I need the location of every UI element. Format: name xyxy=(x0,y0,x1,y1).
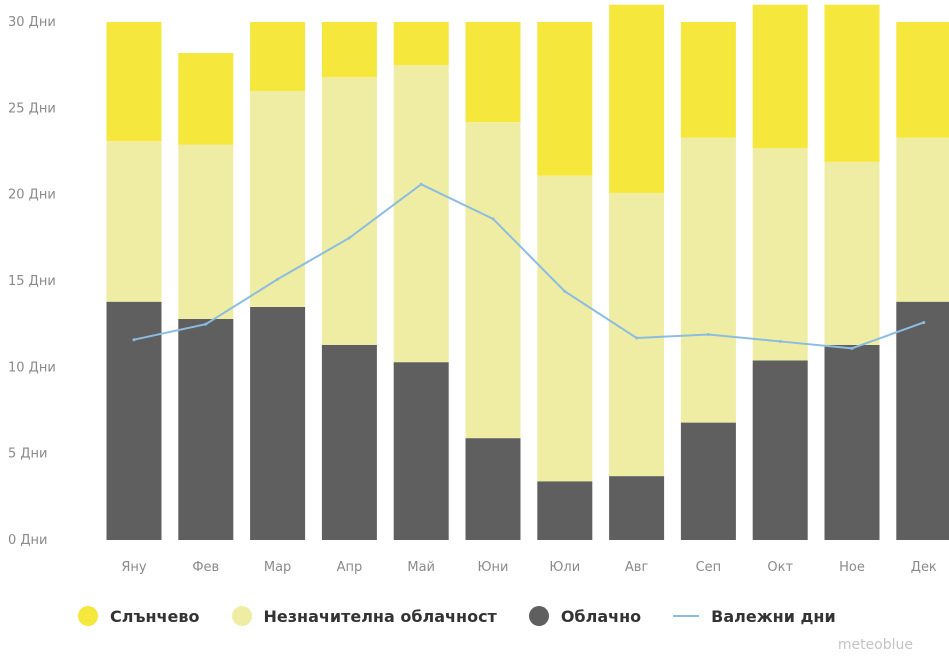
y-tick-label: 25 Дни xyxy=(8,101,56,116)
legend-swatch-precipitation-days xyxy=(673,615,700,617)
bar-segment-Незначителна-облачност-Дек xyxy=(896,137,949,302)
bar-segment-Слънчево-Юли xyxy=(537,22,593,176)
bar-segment-Незначителна-облачност-Апр xyxy=(321,77,377,345)
legend-item-partly-cloudy[interactable]: Незначителна облачност xyxy=(231,606,497,626)
bar-segment-Слънчево-Юни xyxy=(465,22,521,123)
legend-swatch-sunny xyxy=(78,606,98,626)
precipitation-point-Мар xyxy=(276,277,280,281)
precipitation-days-line xyxy=(133,183,925,350)
x-tick-label: Юли xyxy=(549,560,580,575)
x-tick-label: Авг xyxy=(625,560,649,575)
bar-segment-Облачно-Юли xyxy=(537,481,593,540)
bar-segment-Облачно-Окт xyxy=(752,360,808,540)
precipitation-point-Сеп xyxy=(706,333,710,337)
bar-segment-Незначителна-облачност-Май xyxy=(393,65,449,363)
precipitation-point-Окт xyxy=(778,339,782,343)
bar-segment-Незначителна-облачност-Фев xyxy=(178,144,234,319)
legend-label-precipitation-days: Валежни дни xyxy=(711,606,836,626)
x-tick-label: Ное xyxy=(839,560,865,575)
bar-segment-Незначителна-облачност-Мар xyxy=(250,91,306,307)
bar-segment-Слънчево-Фев xyxy=(178,53,234,145)
legend-swatch-partly-cloudy xyxy=(231,606,252,626)
credit-label: meteoblue xyxy=(837,637,913,653)
bar-segment-Незначителна-облачност-Авг xyxy=(609,192,665,477)
y-tick-label: 30 Дни xyxy=(8,15,56,30)
bar-segment-Слънчево-Ное xyxy=(824,4,880,162)
bar-segment-Слънчево-Яну xyxy=(106,22,162,142)
x-tick-label: Май xyxy=(407,560,435,575)
precipitation-point-Юни xyxy=(491,217,495,221)
y-tick-label: 15 Дни xyxy=(8,274,56,289)
bar-segment-Облачно-Яну xyxy=(106,301,162,540)
x-tick-label: Яну xyxy=(121,560,147,575)
bar-segment-Незначителна-облачност-Юни xyxy=(465,122,521,439)
legend-item-sunny[interactable]: Слънчево xyxy=(78,606,200,626)
bar-segment-Незначителна-облачност-Сеп xyxy=(680,137,736,423)
bar-segment-Слънчево-Май xyxy=(393,22,449,66)
y-tick-label: 0 Дни xyxy=(8,533,48,548)
bar-segment-Облачно-Юни xyxy=(465,438,521,540)
precipitation-point-Май xyxy=(419,182,423,186)
y-tick-label: 10 Дни xyxy=(8,360,56,375)
bar-segment-Облачно-Дек xyxy=(896,301,949,540)
legend-item-cloudy[interactable]: Облачно xyxy=(528,606,642,626)
x-tick-label: Окт xyxy=(767,560,793,575)
bar-segment-Облачно-Авг xyxy=(609,476,665,540)
precipitation-point-Юли xyxy=(563,289,567,293)
bar-segment-Слънчево-Мар xyxy=(250,22,306,92)
y-tick-label: 5 Дни xyxy=(8,447,48,462)
bar-segment-Слънчево-Апр xyxy=(321,22,377,78)
bar-segment-Облачно-Апр xyxy=(321,344,377,540)
x-tick-label: Сеп xyxy=(696,560,722,575)
x-tick-label: Апр xyxy=(337,560,363,575)
bar-segment-Незначителна-облачност-Яну xyxy=(106,141,162,302)
precipitation-point-Ное xyxy=(850,346,854,350)
precipitation-point-Апр xyxy=(347,236,351,240)
bar-segment-Облачно-Май xyxy=(393,362,449,540)
legend-label-partly-cloudy: Незначителна облачност xyxy=(263,606,497,626)
y-tick-label: 20 Дни xyxy=(8,188,56,203)
bar-segment-Облачно-Мар xyxy=(250,306,306,540)
legend-label-sunny: Слънчево xyxy=(110,606,200,626)
bar-segment-Незначителна-облачност-Окт xyxy=(752,148,808,361)
bar-segment-Слънчево-Авг xyxy=(609,4,665,193)
bar-segment-Слънчево-Сеп xyxy=(680,22,736,138)
precipitation-point-Дек xyxy=(922,320,926,324)
x-tick-label: Мар xyxy=(264,560,291,575)
bar-segment-Облачно-Фев xyxy=(178,318,234,540)
legend-label-cloudy: Облачно xyxy=(560,606,642,626)
bar-segment-Слънчево-Дек xyxy=(896,22,949,138)
legend-swatch-cloudy xyxy=(528,606,549,626)
chart: 0 Дни 5 Дни 10 Дни 15 Дни 20 Дни 25 Дни 30 Дни… xyxy=(8,4,949,575)
bar-segment-Незначителна-облачност-Ное xyxy=(824,161,880,345)
precipitation-point-Яну xyxy=(132,338,136,342)
bar-segment-Облачно-Сеп xyxy=(680,422,736,540)
x-tick-label: Юни xyxy=(478,560,509,575)
bar-segment-Облачно-Ное xyxy=(824,344,880,540)
legend-item-precipitation-days[interactable]: Валежни дни xyxy=(673,607,836,626)
precipitation-point-Авг xyxy=(635,336,639,340)
bar-segment-Незначителна-облачност-Юли xyxy=(537,175,593,482)
bar-segment-Слънчево-Окт xyxy=(752,4,808,149)
x-tick-label: Дек xyxy=(911,560,937,575)
precipitation-point-Фев xyxy=(204,322,208,326)
legend: Слънчево Незначителна облачност Облачно … xyxy=(78,606,836,626)
x-tick-label: Фев xyxy=(192,560,219,575)
